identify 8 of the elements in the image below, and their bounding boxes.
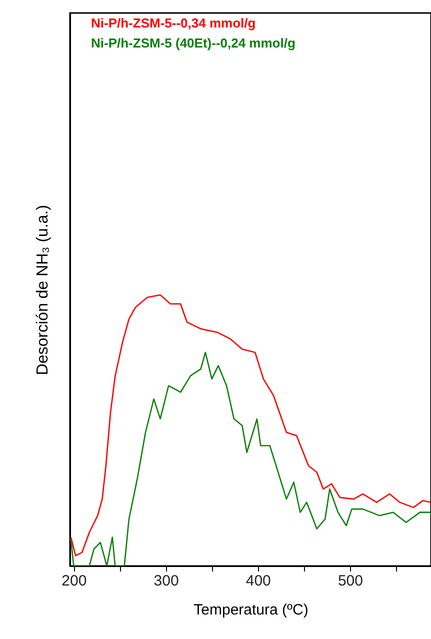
y-axis-title: Desorción de NH₃ (u.a.) — [34, 204, 52, 376]
x-tick-label: 200 — [62, 572, 87, 590]
x-tick-label: 300 — [154, 572, 179, 590]
x-tick-label: 400 — [246, 572, 271, 590]
text: Ni-P/h-ZSM-5--0,34 mmol/g — [91, 16, 256, 30]
x-axis-title: Temperatura (ºC) — [194, 602, 308, 618]
text: Ni-P/h-ZSM-5 (40Et)--0,24 mmol/g — [91, 36, 296, 50]
x-tick-label: 500 — [338, 572, 363, 590]
